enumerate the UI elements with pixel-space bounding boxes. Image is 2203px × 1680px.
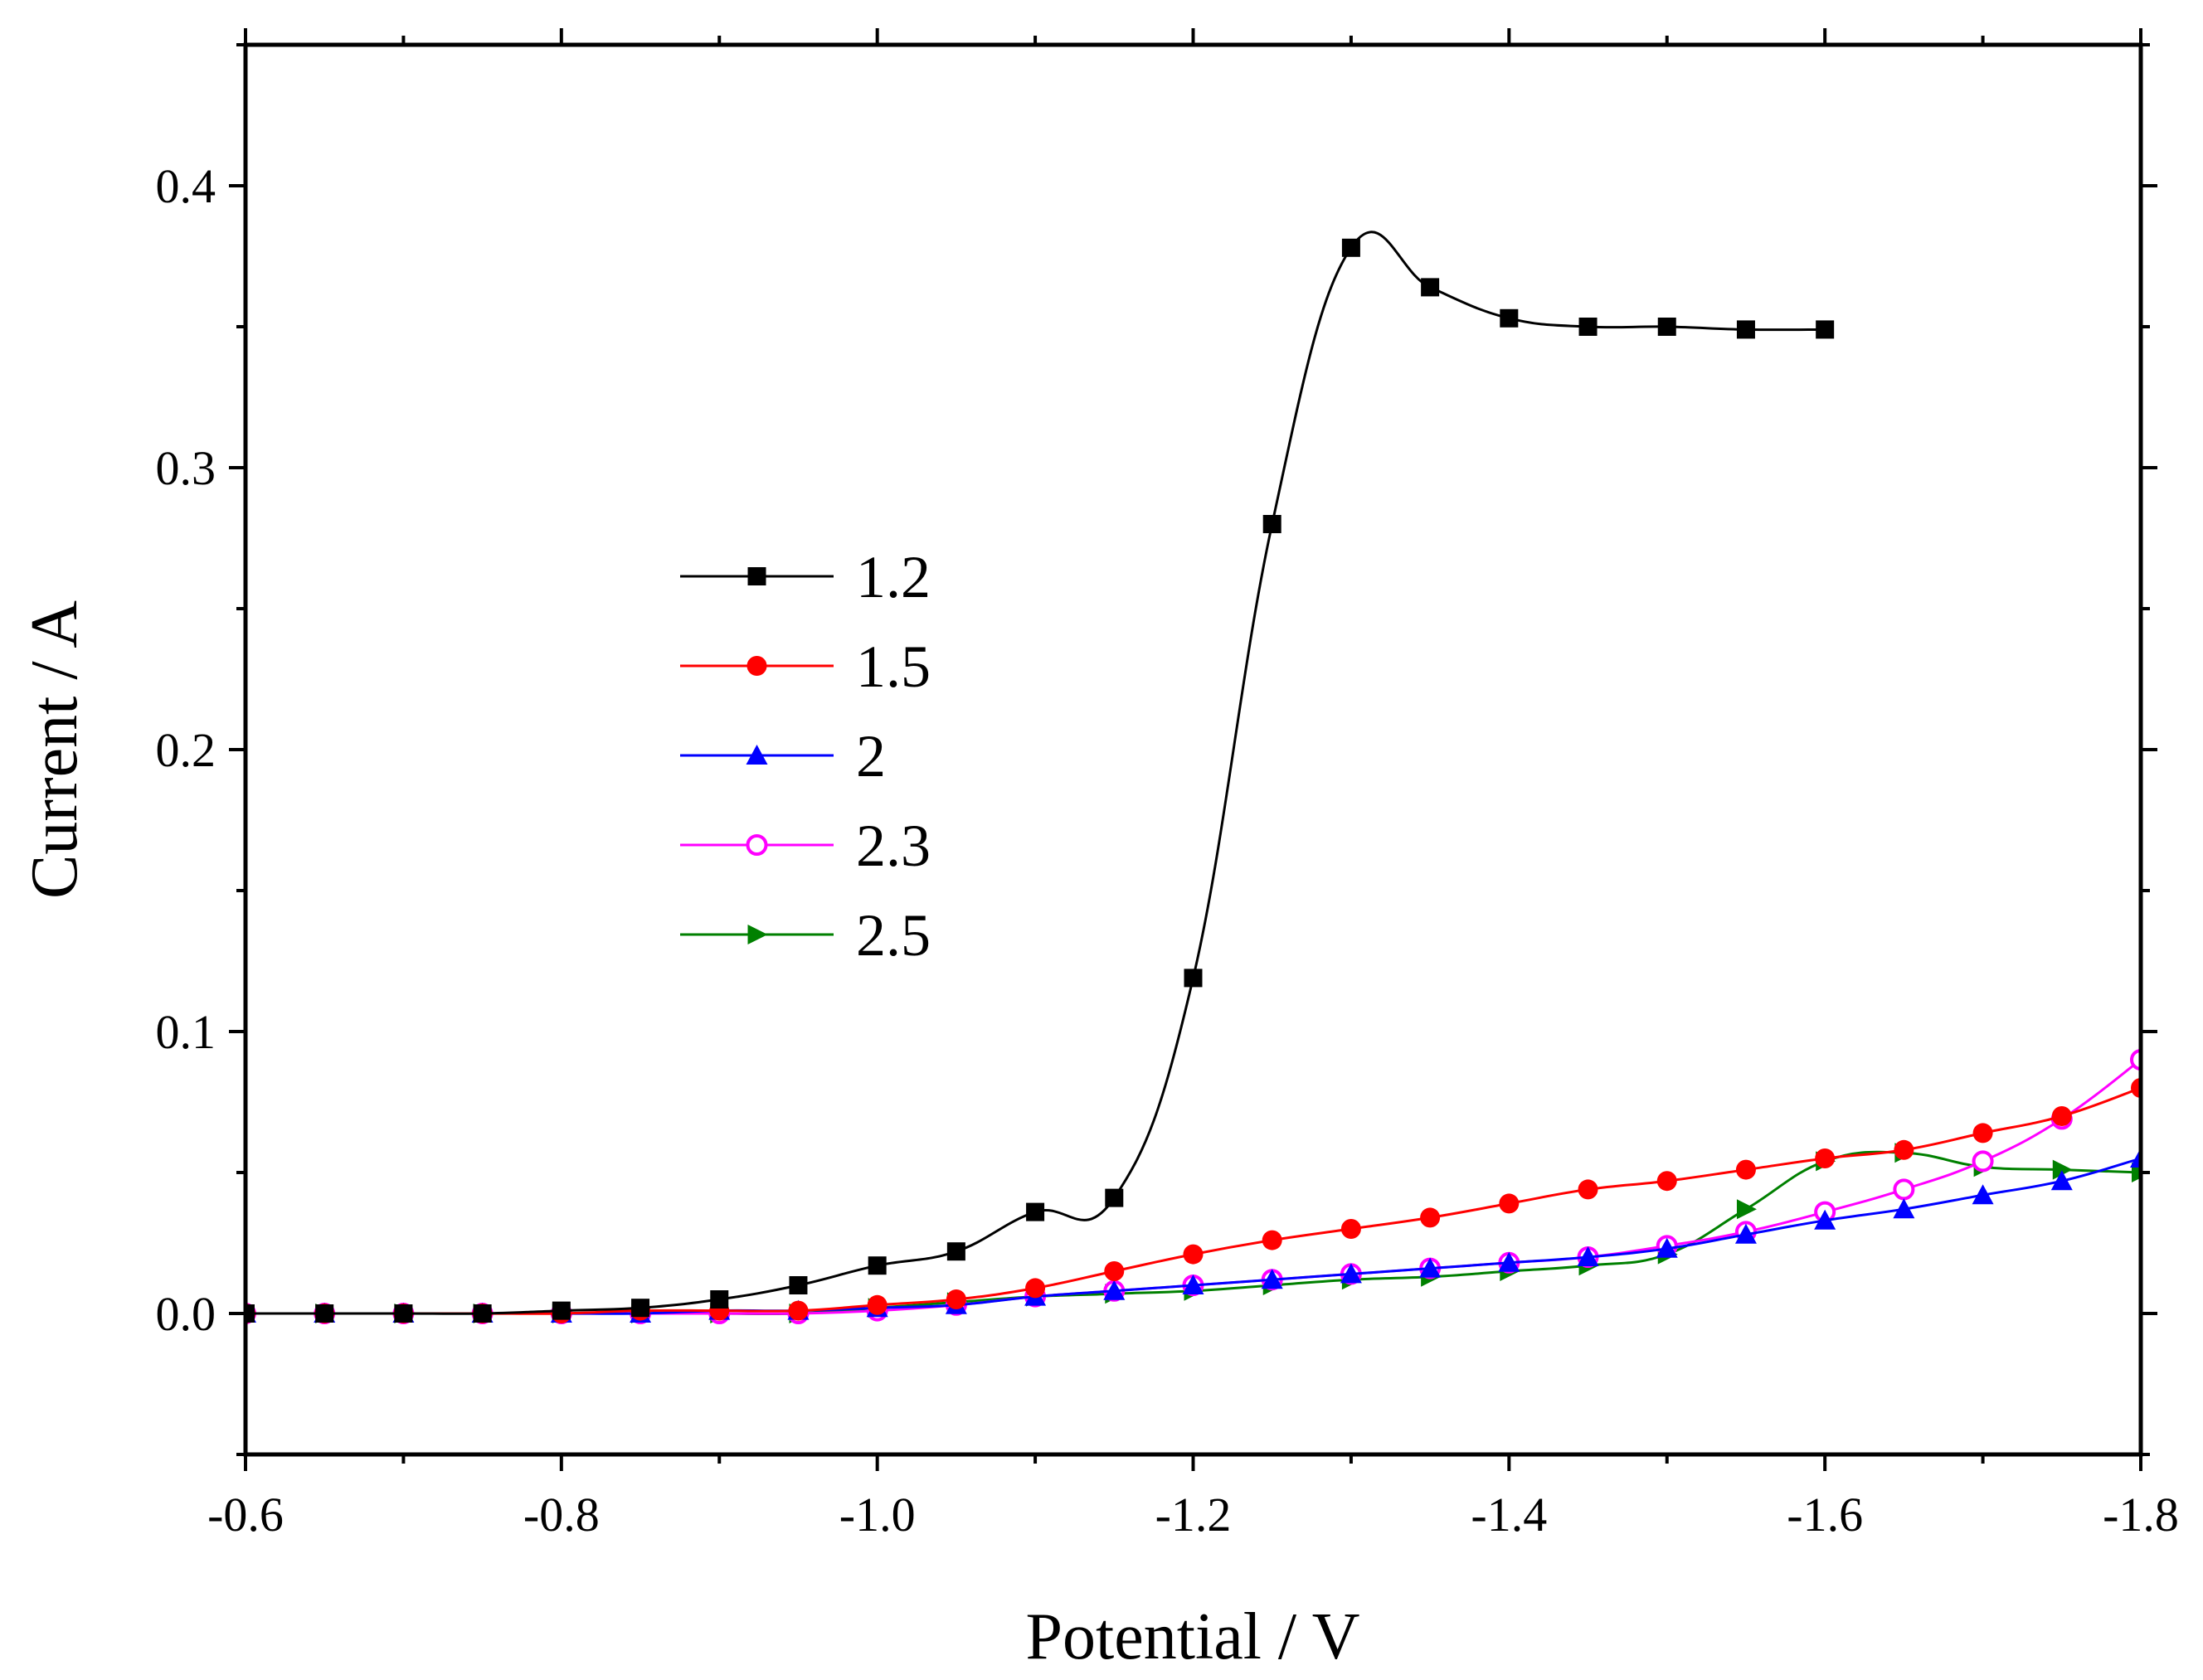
- y-tick-label: 0.3: [156, 441, 216, 495]
- legend-item-2.3: 2.3: [680, 813, 931, 879]
- data-point-1.5: [1735, 1159, 1756, 1180]
- data-point-1.2: [315, 1304, 334, 1323]
- legend-item-1.2: 1.2: [680, 544, 931, 610]
- data-point-1.5: [1104, 1261, 1125, 1281]
- data-point-2: [1972, 1184, 1994, 1205]
- x-tick-label: -1.6: [1787, 1488, 1863, 1542]
- legend-label: 1.5: [856, 634, 931, 700]
- data-point-1.5: [2131, 1078, 2141, 1098]
- x-tick-label: -0.6: [207, 1488, 284, 1542]
- x-tick-label: -1.0: [839, 1488, 916, 1542]
- data-point-1.2: [473, 1304, 492, 1323]
- data-point-1.2: [789, 1276, 808, 1294]
- data-point-1.5: [946, 1289, 966, 1309]
- data-point-1.2: [631, 1299, 650, 1318]
- data-point-1.5: [788, 1300, 809, 1321]
- legend-item-2: 2: [680, 723, 886, 789]
- data-point-2.3: [1893, 1178, 1915, 1201]
- data-point-1.5: [1578, 1179, 1598, 1200]
- data-point-2: [1893, 1198, 1915, 1219]
- y-tick-label: 0.2: [156, 723, 216, 777]
- data-point-2: [1340, 1263, 1362, 1284]
- data-point-2: [2050, 1170, 2073, 1191]
- data-point-2: [1182, 1275, 1204, 1294]
- data-point-2.5: [1736, 1199, 1757, 1220]
- data-point-1.2: [946, 1242, 965, 1261]
- legend-label: 2: [856, 723, 886, 789]
- data-point-2.3: [1972, 1150, 1994, 1173]
- data-point-1.5: [1183, 1244, 1204, 1265]
- data-point-2: [1814, 1209, 1836, 1230]
- series-layer: [246, 231, 2141, 1324]
- legend-marker: [746, 656, 767, 676]
- data-point-1.2: [1262, 515, 1281, 533]
- legend-marker: [747, 567, 766, 585]
- legend-item-1.5: 1.5: [680, 634, 931, 700]
- x-tick-label: -1.8: [2103, 1488, 2179, 1542]
- series-2.5: [246, 1143, 2141, 1323]
- data-point-2: [1261, 1269, 1283, 1289]
- data-point-1.5: [1340, 1219, 1361, 1239]
- data-point-2: [1103, 1279, 1126, 1300]
- x-tick-label: -1.2: [1155, 1488, 1232, 1542]
- data-point-1.2: [1184, 969, 1203, 988]
- data-point-1.2: [394, 1304, 413, 1323]
- legend-marker: [746, 745, 768, 765]
- legend: 1.2 1.5 2 2.3 2.5: [680, 544, 931, 969]
- data-point-1.5: [1894, 1139, 1914, 1160]
- y-tick-label: 0.4: [156, 159, 216, 213]
- data-point-1.2: [1026, 1202, 1045, 1221]
- series-line-1.2: [246, 231, 1826, 1315]
- data-point-1.5: [1815, 1148, 1836, 1168]
- data-point-1.2: [1736, 320, 1755, 339]
- data-point-2: [2130, 1148, 2141, 1168]
- data-point-1.5: [1262, 1230, 1282, 1250]
- data-point-1.2: [1578, 318, 1598, 336]
- x-axis-title: Potential / V: [1026, 1600, 1360, 1673]
- data-point-2: [1577, 1246, 1599, 1266]
- x-tick-label: -0.8: [523, 1488, 600, 1542]
- series-2: [246, 1148, 2141, 1323]
- x-tick-label: -1.4: [1471, 1488, 1547, 1542]
- data-point-1.5: [1656, 1171, 1677, 1192]
- data-point-1.2: [1421, 278, 1440, 297]
- data-point-2.3: [2130, 1049, 2141, 1071]
- data-point-1.2: [1816, 320, 1835, 339]
- y-tick-label: 0.0: [156, 1287, 216, 1341]
- data-point-1.5: [867, 1294, 888, 1315]
- data-point-1.2: [1657, 318, 1676, 336]
- axes-layer: -0.6 -0.8 -1.0 -1.2 -1.4 -1.6 -1.8 0.0 0.1 0.2 0.3…: [156, 28, 2179, 1542]
- data-point-1.5: [1499, 1193, 1520, 1214]
- data-point-1.5: [1025, 1278, 1046, 1299]
- y-tick-label: 0.1: [156, 1005, 216, 1059]
- data-point-2.5: [2052, 1159, 2073, 1180]
- legend-marker: [746, 834, 768, 856]
- data-point-2: [1734, 1223, 1757, 1244]
- data-point-1.2: [552, 1301, 571, 1320]
- data-point-1.2: [246, 1304, 255, 1323]
- series-1.2: [246, 231, 1835, 1323]
- data-point-2: [1498, 1251, 1520, 1272]
- data-point-1.5: [1420, 1207, 1441, 1228]
- legend-item-2.5: 2.5: [680, 902, 931, 969]
- data-point-1.2: [868, 1256, 887, 1275]
- legend-label: 2.3: [856, 813, 931, 879]
- data-point-1.2: [710, 1290, 729, 1309]
- plot-frame: [243, 42, 2143, 1457]
- data-point-1.2: [1341, 238, 1360, 257]
- data-point-1.2: [1105, 1188, 1124, 1207]
- data-point-1.5: [1972, 1123, 1993, 1143]
- data-point-1.2: [1500, 308, 1519, 328]
- legend-label: 2.5: [856, 902, 931, 969]
- data-point-1.5: [2051, 1106, 2072, 1126]
- legend-marker: [747, 925, 768, 944]
- data-point-2: [1656, 1237, 1678, 1258]
- data-point-2: [1419, 1257, 1442, 1278]
- y-axis-title: Current / A: [18, 600, 91, 899]
- legend-label: 1.2: [856, 544, 931, 610]
